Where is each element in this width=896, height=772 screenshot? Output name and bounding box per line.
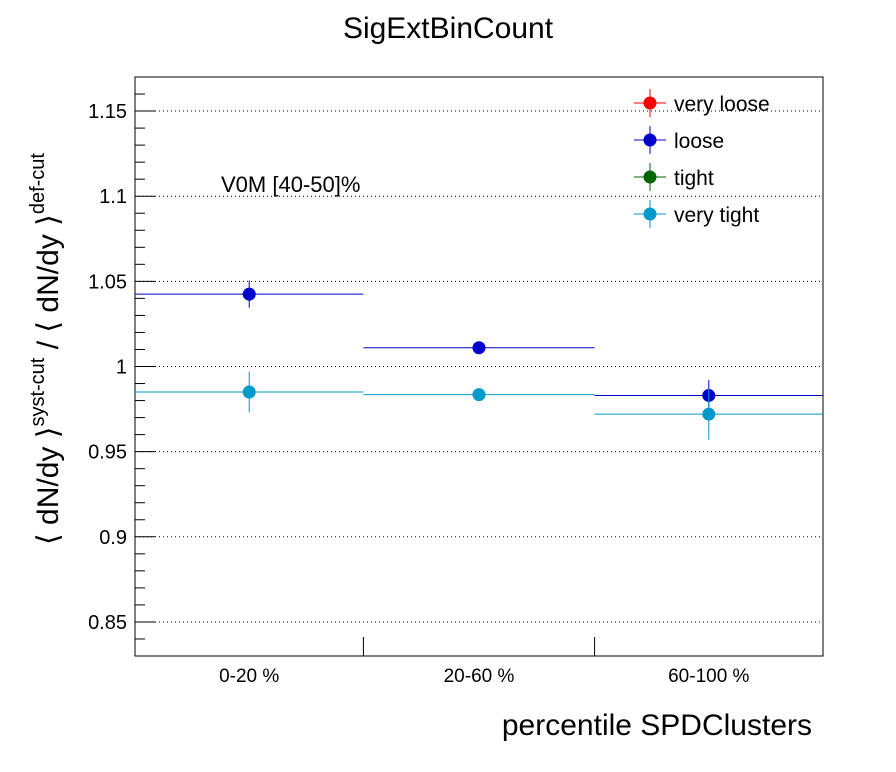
annotation-text: V0M [40-50]% bbox=[221, 172, 360, 197]
plot-area: 0.85 0.9 0.95 1 1.05 1.1 1.15 0-20 % 20-60 % 60-1… bbox=[88, 76, 824, 687]
legend-label: very tight bbox=[674, 204, 759, 227]
legend: very loose loose tight very tight bbox=[634, 89, 770, 228]
svg-text:⟨ dN/dy ⟩syst-cut / ⟨ dN/dy ⟩d: ⟨ dN/dy ⟩syst-cut / ⟨ dN/dy ⟩def-cut bbox=[27, 153, 65, 545]
y-label-part-1: ⟨ dN/dy ⟩ bbox=[32, 427, 65, 545]
data-point bbox=[472, 341, 486, 355]
y-axis-label: ⟨ dN/dy ⟩syst-cut / ⟨ dN/dy ⟩def-cut bbox=[27, 153, 65, 545]
legend-label: loose bbox=[674, 130, 724, 153]
y-tick-label: 1.1 bbox=[99, 186, 127, 208]
y-label-divider: / bbox=[32, 333, 65, 358]
legend-marker bbox=[643, 133, 657, 147]
x-axis-label: percentile SPDClusters bbox=[502, 709, 812, 742]
y-label-part-2: ⟨ dN/dy ⟩ bbox=[32, 214, 65, 332]
x-tick-label: 20-60 % bbox=[444, 666, 515, 687]
y-label-sup-2: def-cut bbox=[27, 153, 49, 215]
y-tick-label: 0.9 bbox=[99, 527, 127, 549]
data-point bbox=[702, 407, 716, 421]
chart-title: SigExtBinCount bbox=[343, 12, 554, 45]
legend-marker bbox=[643, 96, 657, 110]
legend-marker bbox=[643, 170, 657, 184]
y-tick-label: 1 bbox=[116, 357, 127, 379]
y-tick-label: 1.05 bbox=[88, 271, 127, 293]
y-label-sup-1: syst-cut bbox=[27, 357, 49, 426]
y-tick-label: 0.85 bbox=[88, 612, 127, 634]
data-point bbox=[242, 385, 256, 399]
x-tick-label: 60-100 % bbox=[668, 666, 749, 687]
y-tick-label: 1.15 bbox=[88, 101, 127, 123]
legend-label: very loose bbox=[674, 93, 770, 116]
x-tick-label: 0-20 % bbox=[219, 666, 279, 687]
data-point bbox=[242, 287, 256, 301]
legend-marker bbox=[643, 207, 657, 221]
legend-label: tight bbox=[674, 167, 714, 190]
data-point bbox=[472, 388, 486, 402]
y-tick-label: 0.95 bbox=[88, 442, 127, 464]
